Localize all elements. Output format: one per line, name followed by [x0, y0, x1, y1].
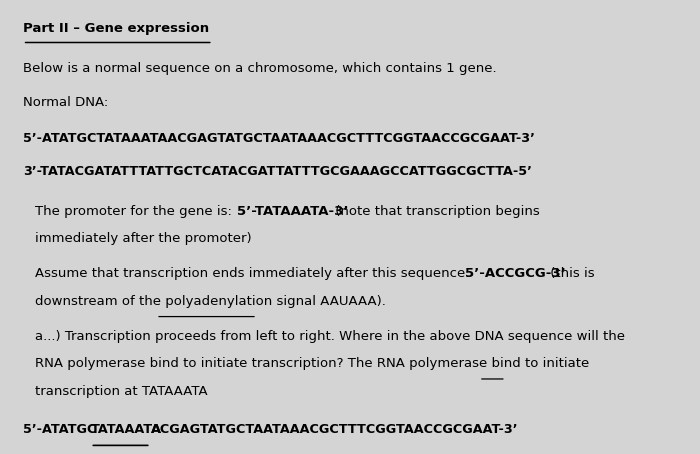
Text: 5’-ATATGC: 5’-ATATGC — [22, 423, 96, 436]
Text: 5’-TATAAATA-3’: 5’-TATAAATA-3’ — [237, 205, 349, 218]
Text: Below is a normal sequence on a chromosome, which contains 1 gene.: Below is a normal sequence on a chromoso… — [22, 62, 496, 75]
Text: a...) Transcription proceeds from left to right. Where in the above DNA sequence: a...) Transcription proceeds from left t… — [35, 330, 625, 342]
Text: (this is: (this is — [546, 267, 595, 280]
Text: Normal DNA:: Normal DNA: — [22, 95, 108, 109]
Text: Part II – Gene expression: Part II – Gene expression — [22, 22, 209, 35]
Text: The promoter for the gene is:: The promoter for the gene is: — [35, 205, 236, 218]
Text: RNA polymerase bind to initiate transcription? The RNA polymerase bind to initia: RNA polymerase bind to initiate transcri… — [35, 357, 589, 370]
Text: Assume that transcription ends immediately after this sequence:: Assume that transcription ends immediate… — [35, 267, 474, 280]
Text: downstream of the polyadenylation signal AAUAAA).: downstream of the polyadenylation signal… — [35, 295, 386, 308]
Text: 5’-ATATGCTATAAATAACGAGTATGCTAATAAACGCTTTCGGTAACCGCGAAT-3’: 5’-ATATGCTATAAATAACGAGTATGCTAATAAACGCTTT… — [22, 132, 535, 145]
Text: immediately after the promoter): immediately after the promoter) — [35, 232, 251, 245]
Text: transcription at TATAAATA: transcription at TATAAATA — [35, 385, 208, 398]
Text: TATAAATA: TATAAATA — [90, 423, 162, 436]
Text: ACGAGTATGCTAATAAACGCTTTCGGTAACCGCGAAT-3’: ACGAGTATGCTAATAAACGCTTTCGGTAACCGCGAAT-3’ — [150, 423, 518, 436]
Text: (note that transcription begins: (note that transcription begins — [331, 205, 540, 218]
Text: 3’-TATACGATATTTATTGCTCATACGATTATTTGCGAAAGCCATTGGCGCTTA-5’: 3’-TATACGATATTTATTGCTCATACGATTATTTGCGAAA… — [22, 166, 531, 178]
Text: 5’-ACCGCG-3’: 5’-ACCGCG-3’ — [466, 267, 566, 280]
